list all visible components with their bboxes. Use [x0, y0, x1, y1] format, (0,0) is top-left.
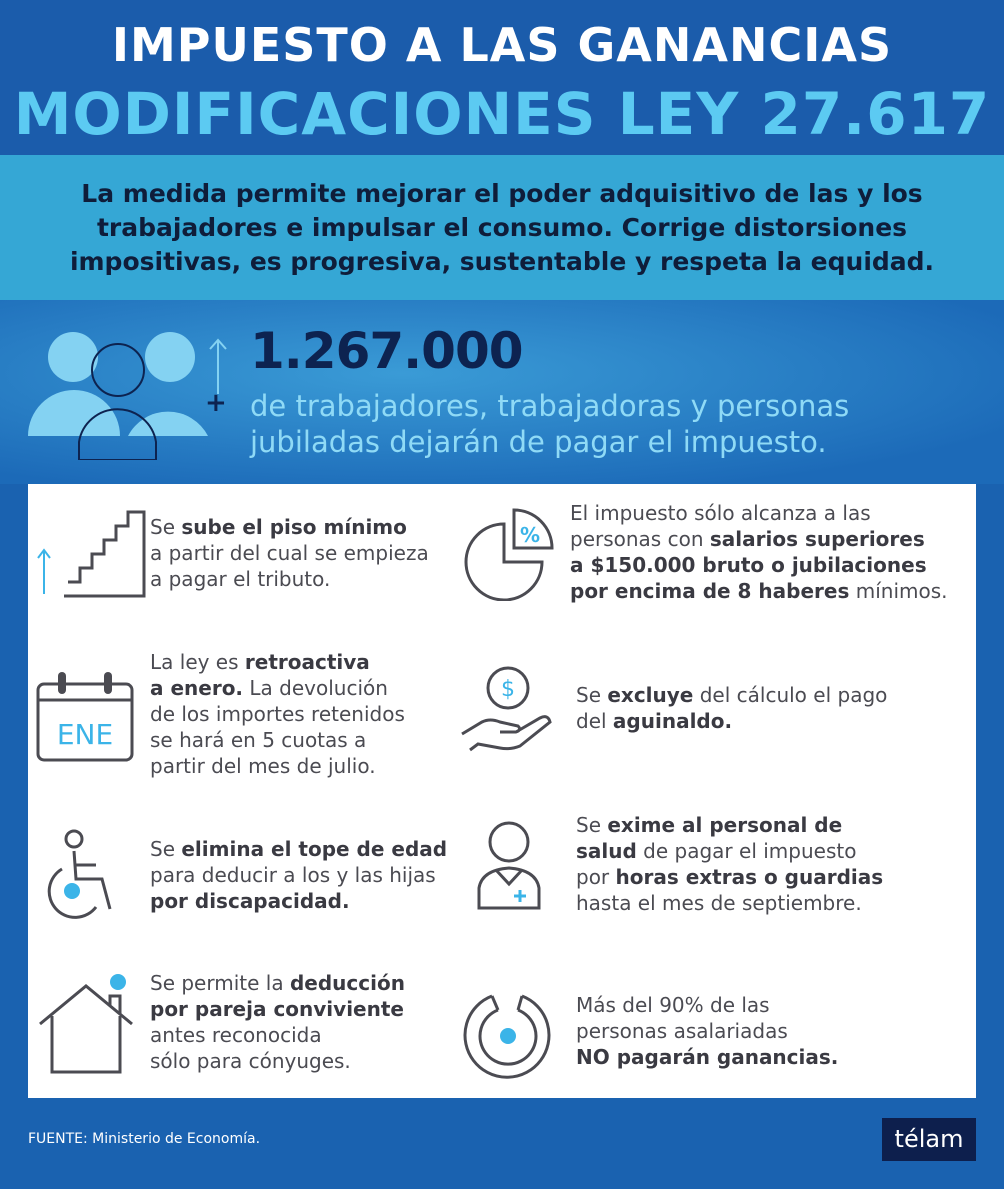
measure-text: sólo para cónyuges.: [150, 1049, 351, 1073]
measure-text: a enero.: [150, 676, 244, 700]
measure-text: Se: [150, 837, 182, 861]
svg-text:ENE: ENE: [57, 718, 113, 751]
title: IMPUESTO A LAS GANANCIAS: [111, 18, 893, 72]
measure-text: salud: [576, 839, 637, 863]
measure-aguinaldo: Se excluye del cálculo el pago del aguina…: [576, 682, 887, 734]
measure-salarios: El impuesto sólo alcanza a las personas c…: [570, 500, 948, 604]
measure-text: de los importes retenidos: [150, 702, 405, 726]
measure-asalariados: Más del 90% de las personas asalariadas NO…: [576, 992, 838, 1070]
measure-text: por pareja conviviente: [150, 997, 404, 1021]
measure-retroactiva: La ley es retroactiva a enero. La devoluc…: [150, 649, 405, 779]
measure-pareja: Se permite la deducción por pareja conviv…: [150, 970, 405, 1074]
measure-text: excluye: [607, 683, 694, 707]
measure-text: El impuesto sólo alcanza a las: [570, 501, 871, 525]
measure-text: Más del 90% de las: [576, 993, 770, 1017]
measure-text: a pagar el tributo.: [150, 567, 331, 591]
intro-line: impositivas, es progresiva, sustentable …: [69, 247, 935, 276]
hand-coin-icon: $: [461, 666, 552, 752]
health-worker-icon: [477, 821, 541, 910]
measure-text: Se: [150, 515, 182, 539]
highlight-line: de trabajadores, trabajadoras y personas: [250, 389, 850, 423]
subtitle: MODIFICACIONES LEY 27.617: [13, 80, 991, 148]
measure-piso-minimo: Se sube el piso mínimo a partir del cual …: [150, 514, 429, 592]
measure-text: por encima de 8 haberes: [570, 579, 850, 603]
measures-panel: Se sube el piso mínimo a partir del cual …: [28, 484, 976, 1098]
measure-text: a partir del cual se empieza: [150, 541, 429, 565]
intro-line: trabajadores e impulsar el consumo. Corr…: [96, 213, 908, 242]
measure-text: del cálculo el pago: [693, 683, 888, 707]
measure-text: NO pagarán ganancias.: [576, 1045, 839, 1069]
measure-salud: Se exime al personal de salud de pagar el…: [576, 812, 883, 916]
measure-text: antes reconocida: [150, 1023, 322, 1047]
intro-band: La medida permite mejorar el poder adqui…: [0, 155, 1004, 300]
measure-text: partir del mes de julio.: [150, 754, 376, 778]
measure-text: se hará en 5 cuotas a: [150, 728, 367, 752]
wheelchair-icon: [47, 829, 112, 919]
measure-text: elimina el tope de edad: [181, 837, 448, 861]
ring-chart-icon: [463, 994, 551, 1079]
measure-text: exime al personal de: [607, 813, 843, 837]
highlight-text: de trabajadores, trabajadoras y personas…: [250, 388, 849, 460]
measure-text: Se permite la: [150, 971, 290, 995]
people-icon: [28, 332, 227, 460]
highlight-number: 1.267.000: [250, 322, 524, 380]
measure-text: mínimos.: [849, 579, 948, 603]
measure-text: a $150.000 bruto o jubilaciones: [570, 553, 927, 577]
measure-text: La ley es: [150, 650, 245, 674]
measure-text: por discapacidad.: [150, 889, 350, 913]
measure-text: aguinaldo.: [612, 709, 733, 733]
highlight-section: + 1.267.000 de trabajadores, trabajadora…: [0, 300, 1004, 484]
intro-line: La medida permite mejorar el poder adqui…: [81, 179, 923, 208]
measure-text: del: [576, 709, 613, 733]
source-note: FUENTE: Ministerio de Economía.: [28, 1131, 261, 1147]
telam-logo: télam: [882, 1118, 976, 1161]
measure-text: Se: [576, 683, 608, 707]
header: IMPUESTO A LAS GANANCIAS MODIFICACIONES …: [0, 0, 1004, 155]
measure-text: de pagar el impuesto: [636, 839, 857, 863]
measure-text: La devolución: [243, 676, 388, 700]
measure-text: salarios superiores: [709, 527, 925, 551]
measure-text: hasta el mes de septiembre.: [576, 891, 862, 915]
calendar-icon: ENE: [36, 672, 134, 762]
measure-text: retroactiva: [244, 650, 370, 674]
measure-text: sube el piso mínimo: [181, 515, 407, 539]
plus-sign: +: [205, 388, 227, 418]
measure-discapacidad: Se elimina el tope de edad para deducir a…: [150, 836, 447, 914]
pie-percent-icon: %: [464, 508, 554, 601]
house-icon: [39, 974, 133, 1074]
svg-text:%: %: [520, 523, 540, 547]
highlight-line: jubiladas dejarán de pagar el impuesto.: [250, 425, 827, 459]
measure-text: Se: [576, 813, 608, 837]
stairs-icon: [37, 510, 146, 598]
measure-text: horas extras o guardias: [615, 865, 884, 889]
svg-text:$: $: [501, 677, 515, 702]
measure-text: personas asalariadas: [576, 1019, 788, 1043]
measure-text: personas con: [570, 527, 710, 551]
measure-text: por: [576, 865, 616, 889]
measure-text: para deducir a los y las hijas: [150, 863, 436, 887]
measure-text: deducción: [289, 971, 405, 995]
